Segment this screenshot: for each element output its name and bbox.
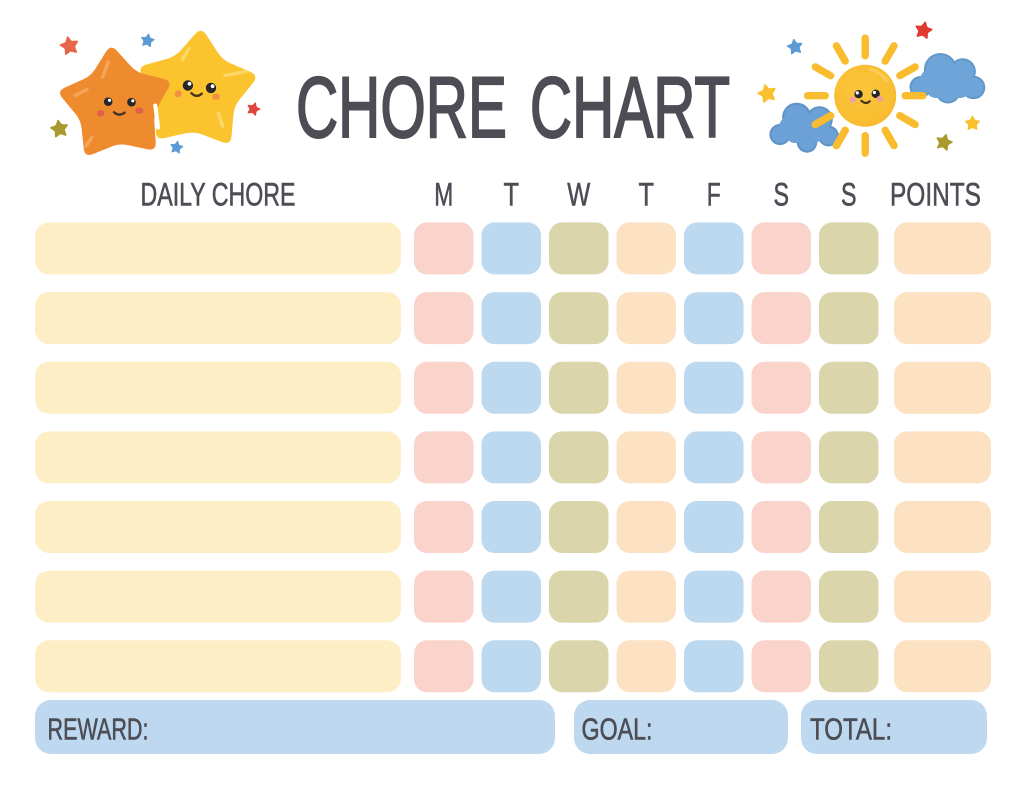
svg-text:M: M [434,177,453,213]
svg-text:DAILY CHORE: DAILY CHORE [141,177,296,213]
svg-text:S: S [841,177,857,213]
svg-text:T: T [639,177,655,213]
svg-text:F: F [707,177,721,213]
svg-text:CHORE CHART: CHORE CHART [296,60,730,156]
svg-text:W: W [567,177,590,213]
svg-text:REWARD:: REWARD: [48,712,149,747]
svg-text:GOAL:: GOAL: [582,712,653,747]
svg-text:POINTS: POINTS [890,177,981,213]
svg-text:TOTAL:: TOTAL: [810,712,892,747]
svg-text:T: T [504,177,520,213]
svg-text:S: S [774,177,790,213]
